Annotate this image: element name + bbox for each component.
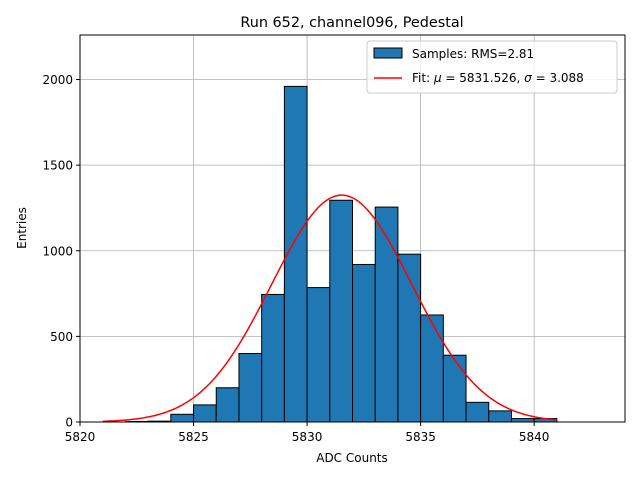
x-axis-label: ADC Counts [316, 451, 388, 465]
histogram-bar [170, 413, 195, 423]
chart-title: Run 652, channel096, Pedestal [240, 15, 463, 31]
histogram-bar [442, 354, 467, 423]
histogram-bar [215, 387, 240, 423]
histogram-bar [374, 206, 399, 423]
legend-box [366, 40, 618, 94]
histogram-bar [193, 404, 217, 423]
y-tick-label: 0 [65, 416, 73, 430]
x-tick-label: 5830 [292, 430, 323, 444]
y-tick-label: 2000 [42, 73, 73, 87]
x-tick-label: 5835 [405, 430, 436, 444]
x-tick-label: 5840 [519, 430, 550, 444]
y-tick-label: 500 [50, 330, 73, 344]
histogram-bar [238, 353, 263, 423]
histogram-bar [329, 199, 353, 423]
legend-histogram-label: Samples: RMS=2.81 [412, 47, 534, 61]
x-tick-label: 5825 [178, 430, 209, 444]
y-axis-label: Entries [15, 207, 29, 249]
legend: Samples: RMS=2.81 Fit: μ = 5831.526, σ =… [366, 40, 618, 94]
axis-ticks: 5820 5825 5830 5835 5840 0 500 1000 1500 2000 [42, 73, 549, 444]
y-tick-label: 1500 [42, 159, 73, 173]
plot-frame [79, 34, 626, 423]
histogram-bar [352, 263, 376, 423]
histogram-bar [306, 287, 331, 423]
y-tick-label: 1000 [42, 244, 73, 258]
histogram-bar [488, 410, 512, 423]
histogram-bar [261, 293, 285, 423]
x-tick-label: 5820 [65, 430, 96, 444]
legend-histogram-swatch [373, 47, 403, 59]
legend-fit-label: Fit: μ = 5831.526, σ = 3.088 [412, 71, 584, 85]
histogram-bar [420, 314, 444, 423]
histogram-bar [465, 401, 490, 423]
histogram-bar [510, 418, 535, 423]
fit-curve [102, 194, 557, 423]
